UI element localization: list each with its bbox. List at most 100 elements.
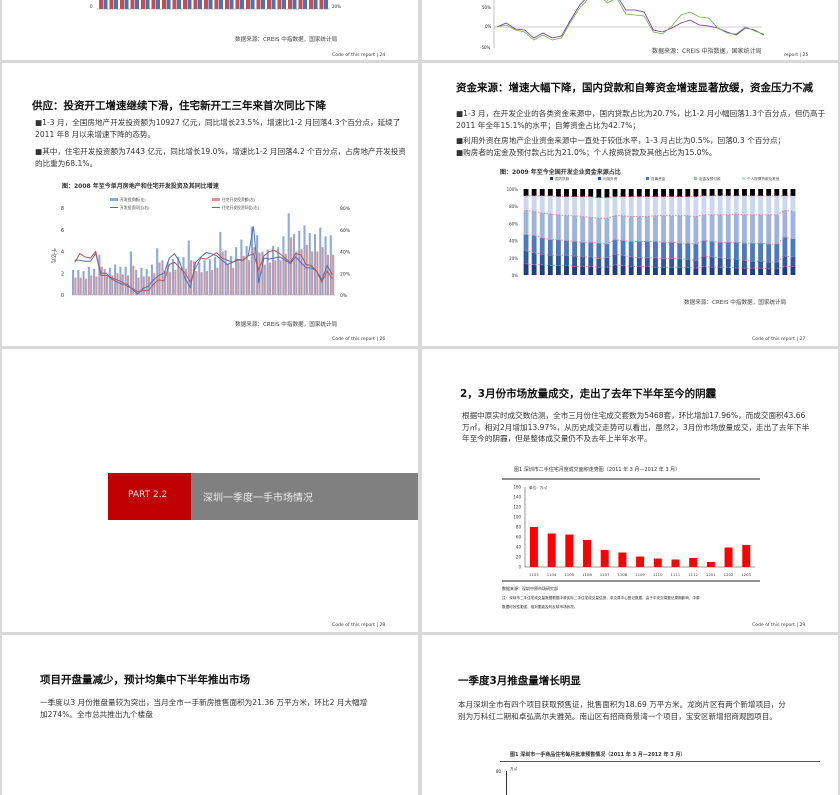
stacked-segment	[547, 195, 553, 214]
stacked-segment	[742, 189, 747, 196]
stacked-segment	[709, 189, 715, 196]
stacked-segment	[612, 215, 618, 240]
stacked-segment	[677, 189, 683, 197]
stacked-segment	[644, 241, 650, 258]
stacked-segment	[596, 218, 602, 244]
stacked-segment	[580, 266, 586, 275]
stacked-segment	[717, 267, 723, 275]
stacked-segment	[693, 244, 699, 261]
stacked-segment	[685, 215, 691, 244]
stacked-segment	[677, 258, 683, 268]
legend-swatch	[646, 177, 649, 180]
bar-total	[208, 259, 211, 295]
x-tick-label: 1111	[671, 572, 681, 577]
bar-residential	[274, 260, 277, 295]
stacked-segment	[677, 267, 683, 275]
bullet-2: ■利用外资在房地产企业资金来源中一直处于较低水平，1-3 月占比为0.5%，回落…	[456, 136, 786, 145]
bar-residential	[311, 251, 314, 295]
stacked-segment	[774, 244, 780, 263]
legend-label: 自筹资金	[651, 176, 666, 181]
bar	[250, 0, 255, 9]
stacked-segment	[644, 189, 650, 197]
bar-residential	[300, 249, 303, 295]
stacked-segment	[588, 217, 594, 243]
stacked-segment	[782, 189, 788, 196]
bar-residential	[179, 268, 182, 295]
bar	[653, 558, 662, 567]
y2-tick-label: 40%	[340, 250, 351, 256]
x-tick-label: 1106	[582, 572, 592, 577]
bar-residential	[200, 272, 203, 295]
unit-label: 万㎡	[510, 767, 518, 771]
bar	[130, 0, 135, 9]
stacked-segment	[612, 264, 618, 275]
slide-24[interactable]: 0 20% 数据来源：CREIS 中指数据，国家统计局 Code of this…	[2, 0, 418, 60]
stacked-segment	[620, 196, 626, 216]
stacked-segment	[523, 234, 529, 251]
y-tick-label: 2	[61, 271, 64, 277]
stacked-segment	[653, 267, 658, 275]
bar	[240, 0, 244, 9]
stacked-segment	[669, 242, 675, 259]
stacked-segment	[733, 213, 739, 243]
stacked-segment	[580, 242, 586, 257]
stacked-segment	[523, 250, 529, 264]
chart-title: 图1 深圳市二手住宅月度成交面积走势图（2011 年 3 月—2012 年 3 …	[514, 467, 681, 473]
stacked-segment	[653, 257, 658, 268]
slide-29[interactable]: 2，3月份市场放量成交，走出了去年下半年至今的阴霾 根据中原实时成交数估测，全市…	[422, 349, 838, 632]
bar-residential	[226, 263, 230, 295]
stacked-segment	[661, 189, 666, 197]
funding-stacked-chart: 0% 20% 40% 60% 80% 100% 国内贷款 利用外资 自筹资金 定金及预付款 个人按揭…	[507, 176, 796, 278]
bar-residential	[290, 237, 293, 295]
y-tick-label: 80	[516, 525, 522, 530]
bar-total	[261, 251, 264, 295]
stacked-segment	[612, 189, 618, 197]
bar-residential	[195, 271, 198, 295]
unit-label: 单位：万㎡	[529, 485, 547, 490]
slide-25[interactable]: 50% 0% -50% 数据来源：CREIS 中指数据，国家统计局 report…	[422, 0, 838, 60]
part-number: PART 2.2	[128, 490, 168, 500]
stacked-segment	[588, 256, 594, 267]
stacked-segment	[742, 214, 747, 244]
legend-label: 开发投资同比(右)	[120, 205, 150, 210]
legend-label: 个人按揭贷款及其他	[747, 176, 780, 181]
stacked-segment	[725, 242, 731, 259]
stacked-segment	[661, 215, 666, 243]
bar-residential	[100, 266, 103, 295]
stacked-segment	[523, 189, 529, 196]
x-tick-label: 1105	[564, 572, 574, 577]
bar-total	[72, 269, 75, 295]
stacked-segment	[604, 189, 610, 198]
bar	[229, 0, 234, 9]
slide-26[interactable]: 供应：投资开工增速继续下滑，住宅新开工三年来首次同比下降 ■1-3 月，全国房地…	[2, 63, 418, 346]
bar-residential	[79, 277, 82, 295]
slide-footer: Code of this report | 29	[752, 623, 806, 628]
slide-30[interactable]: 项目开盘量减少，预计均集中下半年推出市场 一季度以3 月份推盘量较为突出，当月全…	[2, 635, 418, 795]
slide-28[interactable]: PART 2.2 深圳一季度一手市场情况 Code of this report…	[2, 349, 418, 632]
stacked-segment	[588, 189, 594, 197]
stacked-segment	[555, 255, 561, 266]
stacked-segment	[580, 189, 586, 197]
stacked-segment	[701, 240, 707, 257]
y-tick-label: 60	[516, 535, 522, 540]
stacked-segment	[677, 243, 683, 259]
stacked-segment	[685, 267, 691, 275]
stacked-segment	[531, 252, 537, 265]
bar	[141, 0, 145, 9]
bar	[135, 0, 139, 9]
bar	[166, 0, 171, 9]
cumulative-line	[525, 263, 793, 270]
slide-31[interactable]: 一季度3月推盘量增长明显 本月深圳全市有四个项目获取预售证，批售面积为18.69…	[422, 635, 838, 795]
bar-residential	[142, 276, 145, 295]
stacked-segment	[709, 241, 715, 257]
y2-tick-label: 0%	[340, 293, 348, 299]
tick-label: -50%	[480, 45, 491, 50]
slide-27[interactable]: 资金来源：增速大幅下降，国内贷款和自筹资金增速显著放缓，资金压力不减 ■1-3 …	[422, 63, 838, 346]
stacked-segment	[572, 256, 577, 267]
bar	[706, 562, 715, 567]
stacked-segment	[750, 195, 755, 215]
y-tick-label: 6	[61, 228, 64, 234]
cumulative-line	[525, 234, 794, 245]
chart-title: 图：2009 年至今全国开发企业资金来源占比	[500, 169, 621, 176]
stacked-segment	[588, 266, 594, 275]
